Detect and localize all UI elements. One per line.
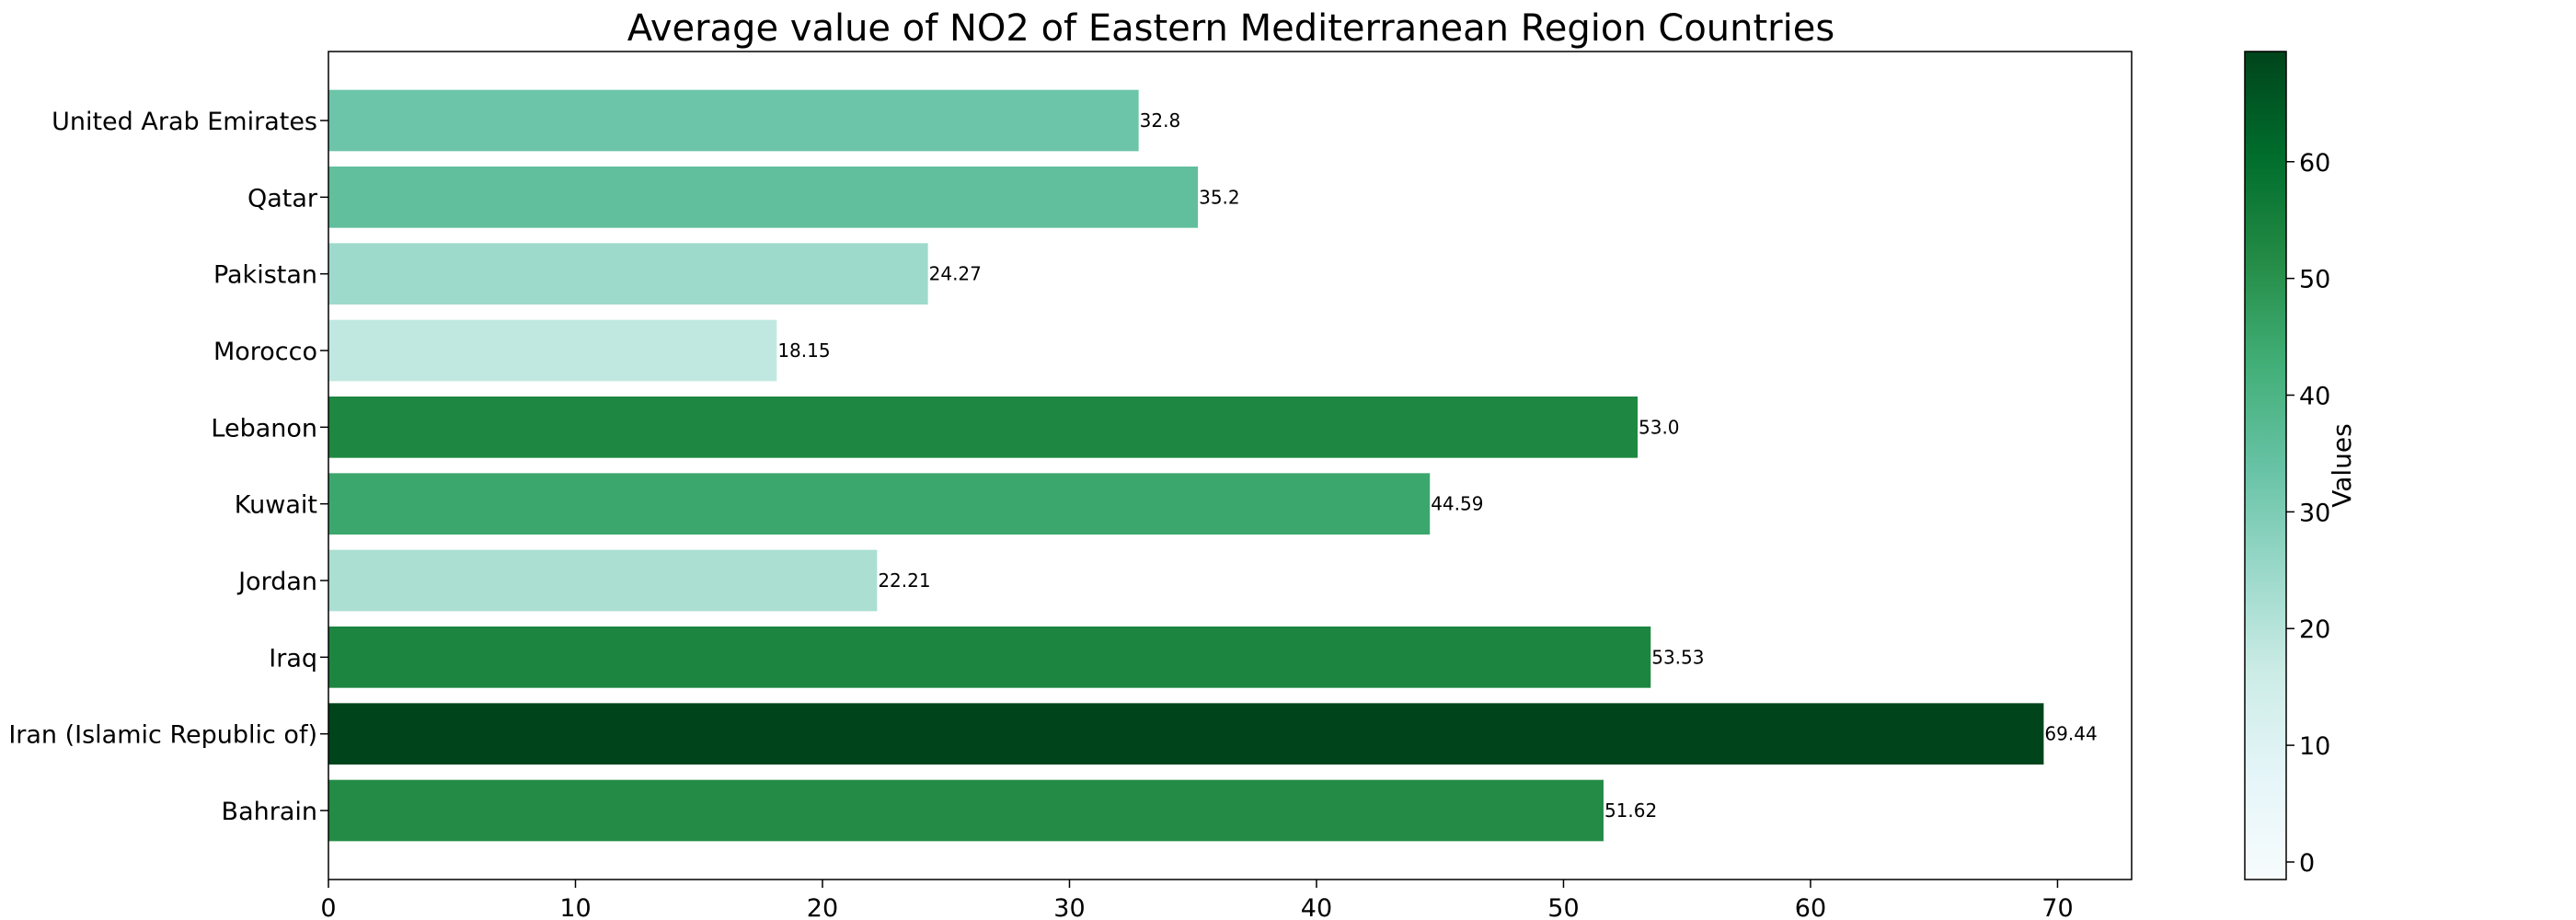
x-tick-label: 10 <box>559 894 591 920</box>
x-tick-label: 50 <box>1547 894 1579 920</box>
bar <box>328 627 1651 688</box>
chart-title: Average value of NO2 of Eastern Mediterr… <box>627 7 1834 50</box>
colorbar-tick-label: 50 <box>2299 266 2330 294</box>
bar-value-label: 51.62 <box>1604 799 1657 822</box>
bar <box>328 89 1139 152</box>
bar <box>328 243 928 305</box>
plot-area-frame <box>328 51 2133 880</box>
y-tick-label: Morocco <box>213 338 317 366</box>
bar-value-label: 69.44 <box>2044 723 2097 745</box>
bar <box>328 703 2044 765</box>
colorbar-gradient <box>2244 51 2287 880</box>
x-tick-label: 60 <box>1795 894 1826 920</box>
y-tick-label: Lebanon <box>211 414 317 443</box>
y-tick-label: Iraq <box>269 644 317 673</box>
x-tick-label: 30 <box>1053 894 1085 920</box>
x-tick-label: 40 <box>1301 894 1332 920</box>
bar <box>328 397 1639 458</box>
colorbar-tick-label: 0 <box>2299 849 2315 878</box>
y-tick-label: Jordan <box>236 568 317 596</box>
bar <box>328 319 777 382</box>
colorbar-label: Values <box>2327 423 2357 507</box>
bars-layer: 51.62 69.44 53.53 22.21 44.59 53.0 18.15 24.27 3… <box>328 89 2098 842</box>
bar-value-label: 44.59 <box>1431 493 1483 515</box>
y-tick-label: Iran (Islamic Republic of) <box>8 721 317 750</box>
bar <box>328 549 878 612</box>
y-tick-label: Pakistan <box>213 261 317 290</box>
colorbar-tick-label: 20 <box>2299 615 2330 644</box>
colorbar-tick-label: 60 <box>2299 149 2330 178</box>
bar <box>328 779 1604 842</box>
bar-value-label: 53.0 <box>1639 416 1680 438</box>
bar-value-label: 22.21 <box>878 569 930 592</box>
y-tick-label: Bahrain <box>222 798 317 826</box>
bar <box>328 473 1431 535</box>
y-tick-label: Qatar <box>247 184 318 213</box>
colorbar: 0 10 20 30 40 50 60 Values <box>2244 51 2357 880</box>
bar <box>328 167 1199 228</box>
bar-value-label: 35.2 <box>1199 186 1240 208</box>
x-tick-label: 70 <box>2041 894 2073 920</box>
x-tick-label: 0 <box>320 894 336 920</box>
colorbar-ticks: 0 10 20 30 40 50 60 <box>2286 149 2330 878</box>
colorbar-tick-label: 40 <box>2299 382 2330 410</box>
x-tick-label: 20 <box>807 894 838 920</box>
y-tick-label: Kuwait <box>235 491 317 520</box>
bar-value-label: 18.15 <box>777 339 830 362</box>
bar-value-label: 53.53 <box>1651 646 1704 668</box>
y-tick-label: United Arab Emirates <box>52 108 317 136</box>
colorbar-tick-label: 10 <box>2299 732 2330 761</box>
colorbar-tick-label: 30 <box>2299 499 2330 527</box>
bar-value-label: 32.8 <box>1140 109 1181 132</box>
bar-value-label: 24.27 <box>929 263 982 285</box>
axes-layer: Bahrain Iran (Islamic Republic of) Iraq Jor… <box>8 108 2073 920</box>
